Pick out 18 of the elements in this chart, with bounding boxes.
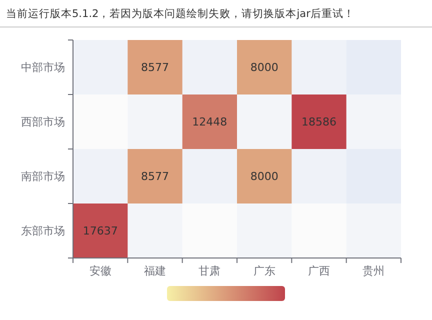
data-label: 8000	[250, 60, 278, 74]
data-label: 17637	[82, 224, 118, 238]
x-tick-label: 福建	[144, 264, 166, 278]
y-tick-label: 南部市场	[21, 170, 65, 183]
y-tick-label: 东部市场	[21, 224, 65, 238]
x-tick-label: 安徽	[89, 264, 112, 278]
y-tick-label: 中部市场	[21, 60, 65, 74]
chart-title: 当前运行版本5.1.2，若因为版本问题绘制失败，请切换版本jar后重试！	[6, 7, 354, 20]
data-label: 12448	[192, 115, 228, 128]
data-label: 8000	[250, 170, 278, 183]
data-label: 18586	[302, 115, 336, 128]
x-tick-label: 广东	[253, 264, 276, 278]
x-tick-label: 广西	[308, 264, 330, 278]
x-tick-label: 贵州	[362, 264, 385, 278]
x-tick-label: 甘肃	[198, 264, 221, 278]
y-tick-label: 西部市场	[21, 115, 65, 128]
data-label: 8577	[141, 170, 169, 183]
data-label: 8577	[141, 60, 169, 74]
